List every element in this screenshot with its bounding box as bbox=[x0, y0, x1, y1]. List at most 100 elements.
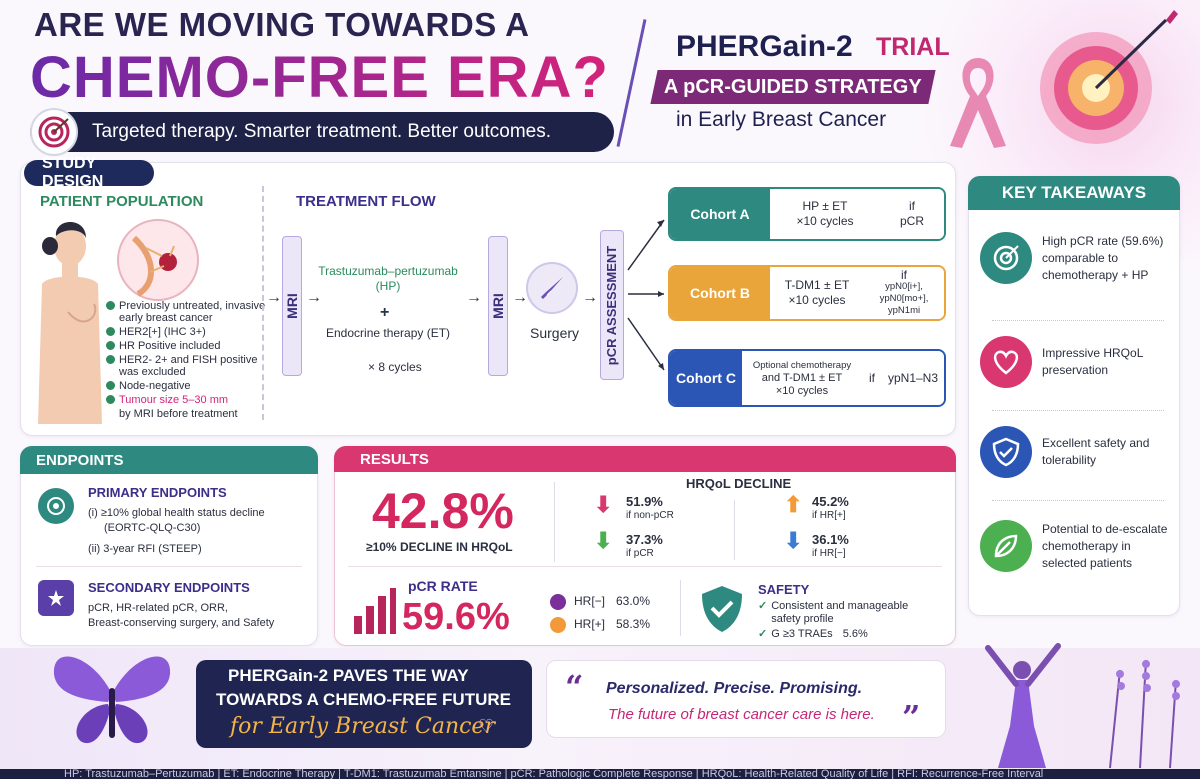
endpoints-title: ENDPOINTS bbox=[20, 446, 318, 474]
criterion-item: HER2[+] (IHC 3+) bbox=[106, 326, 266, 338]
takeaway-item: Potential to de-escalate chemotherapy in… bbox=[980, 520, 1176, 572]
mri-box-2: MRI bbox=[488, 236, 508, 376]
takeaway-item: Impressive HRQoL preservation bbox=[980, 336, 1176, 388]
pcr-rate-value: 59.6% bbox=[402, 596, 510, 638]
hr-pos-value: 45.2% bbox=[812, 494, 849, 509]
criterion-note: by MRI before treatment bbox=[119, 408, 238, 420]
hr-neg-pcr-label: HR[−] bbox=[574, 594, 606, 608]
flow-arrow: → bbox=[306, 289, 322, 306]
results-title: RESULTS bbox=[334, 446, 956, 472]
patient-population-title: PATIENT POPULATION bbox=[40, 193, 204, 210]
hr-pos-dot bbox=[550, 617, 566, 633]
shield-icon bbox=[980, 426, 1032, 478]
pcr-assessment-box: pCR ASSESSMENT bbox=[600, 230, 624, 380]
cohort-a-label: Cohort A bbox=[670, 189, 770, 239]
flower-target-icon bbox=[1040, 10, 1178, 144]
title-line-2: CHEMO-FREE ERA? bbox=[30, 45, 609, 110]
safety-shield-icon bbox=[702, 586, 742, 632]
header-divider bbox=[616, 19, 647, 147]
secondary-endpoints-2: Breast-conserving surgery, and Safety bbox=[88, 617, 275, 629]
surgery-label: Surgery bbox=[530, 325, 580, 341]
strategy-text: A pCR-GUIDED STRATEGY bbox=[664, 75, 922, 98]
paves-line-1: PHERGain-2 PAVES THE WAY bbox=[228, 666, 469, 685]
mri-box-1: MRI bbox=[282, 236, 302, 376]
hr-neg-dot bbox=[550, 594, 566, 610]
cohort-a: Cohort A HP ± ET ×10 cycles if pCR bbox=[668, 187, 946, 241]
arrow-down-green-icon: ⬇ bbox=[594, 528, 613, 553]
hr-neg-value: 36.1% bbox=[812, 532, 849, 547]
cohort-b-body: T-DM1 ± ET ×10 cycles if ypN0[i+], ypN0[mo… bbox=[770, 267, 944, 319]
et-therapy: Endocrine therapy (ET) bbox=[326, 326, 451, 340]
section-divider bbox=[262, 186, 264, 420]
title-line-1: ARE WE MOVING TOWARDS A bbox=[34, 6, 530, 43]
hrqol-decline-title: HRQoL DECLINE bbox=[686, 476, 792, 491]
flow-arrow: → bbox=[466, 289, 482, 306]
hr-pos-pcr-value: 58.3% bbox=[616, 617, 651, 631]
patient-figure-icon bbox=[38, 222, 102, 424]
paves-line-3: for Early Breast Cancer bbox=[230, 714, 495, 739]
shield-star-icon bbox=[38, 580, 74, 616]
pcr-label: if pCR bbox=[626, 548, 654, 559]
hp-therapy: Trastuzumab–pertuzumab (HP) bbox=[318, 264, 458, 293]
cohort-c: Cohort C Optional chemotherapy and T-DM1 … bbox=[668, 349, 946, 407]
trial-suffix: TRIAL bbox=[876, 33, 950, 61]
bar-chart-icon bbox=[354, 588, 396, 634]
cohort-b-label: Cohort B bbox=[670, 267, 770, 319]
primary-endpoint-1: (i) ≥10% global health status decline bbox=[88, 507, 265, 519]
quote-box bbox=[546, 660, 946, 738]
lavender-icon bbox=[1109, 659, 1180, 768]
inclusion-criteria: Previously untreated, invasive early bre… bbox=[106, 300, 266, 420]
flow-arrow: → bbox=[512, 289, 528, 306]
strategy-banner: A pCR-GUIDED STRATEGY bbox=[650, 70, 936, 104]
quote-open-icon: “ bbox=[565, 668, 584, 706]
cohort-b: Cohort B T-DM1 ± ET ×10 cycles if ypN0[i+]… bbox=[668, 265, 946, 321]
safety-title: SAFETY bbox=[758, 582, 810, 597]
check-icon: ✓ bbox=[758, 628, 768, 640]
target-icon bbox=[38, 488, 74, 524]
non-pcr-value: 51.9% bbox=[626, 494, 663, 509]
safety-item: ✓ G ≥3 TRAEs 5.6% bbox=[758, 628, 868, 640]
takeaway-item: High pCR rate (59.6%) comparable to chem… bbox=[980, 232, 1176, 284]
breast-tumour-icon bbox=[117, 219, 199, 301]
header-subtitle: in Early Breast Cancer bbox=[676, 108, 887, 131]
treatment-flow-title: TREATMENT FLOW bbox=[296, 193, 436, 210]
results-card bbox=[334, 446, 956, 646]
primary-endpoints-title: PRIMARY ENDPOINTS bbox=[88, 485, 227, 500]
target-icon bbox=[980, 232, 1032, 284]
trial-name: PHERGain-2 bbox=[676, 30, 853, 63]
criterion-item: HER2- 2+ and FISH positive was excluded bbox=[106, 354, 266, 378]
takeaway-item: Excellent safety and tolerability bbox=[980, 426, 1176, 478]
flow-arrow: → bbox=[266, 289, 282, 306]
footer-glossary: HP: Trastuzumab–Pertuzumab | ET: Endocri… bbox=[0, 769, 1200, 779]
hrqol-decline-percent: 42.8% bbox=[372, 483, 514, 539]
primary-endpoint-1-detail: (EORTC-QLQ-C30) bbox=[104, 522, 201, 534]
heart-outline-icon: ♡ bbox=[478, 716, 495, 736]
quote-line-1: Personalized. Precise. Promising. bbox=[606, 680, 863, 697]
cohort-a-body: HP ± ET ×10 cycles if pCR bbox=[770, 189, 944, 239]
takeaway-divider bbox=[992, 320, 1164, 321]
paves-line-2: TOWARDS A CHEMO-FREE FUTURE bbox=[216, 690, 511, 709]
hrqol-decline-label: ≥10% DECLINE IN HRQoL bbox=[366, 540, 513, 554]
butterfly-icon bbox=[53, 656, 171, 744]
cycle-count: × 8 cycles bbox=[368, 360, 422, 374]
arrow-down-red-icon: ⬇ bbox=[594, 492, 613, 517]
quote-line-2: The future of breast cancer care is here… bbox=[608, 706, 875, 723]
hr-pos-pcr-label: HR[+] bbox=[574, 617, 606, 631]
arrow-up-orange-icon: ⬆ bbox=[784, 492, 803, 517]
leaf-icon bbox=[980, 520, 1032, 572]
study-design-label: STUDY DESIGN bbox=[24, 155, 154, 190]
cohort-c-label: Cohort C bbox=[670, 351, 742, 405]
results-divider bbox=[680, 580, 681, 636]
hr-neg-label: if HR[−] bbox=[812, 548, 846, 559]
secondary-endpoints-title: SECONDARY ENDPOINTS bbox=[88, 580, 250, 595]
woman-silhouette-icon bbox=[985, 643, 1061, 768]
criterion-item: Tumour size 5–30 mm bbox=[106, 394, 266, 406]
scalpel-icon bbox=[526, 262, 578, 314]
arrow-down-blue-icon: ⬇ bbox=[784, 528, 803, 553]
cohort-branch-arrows bbox=[627, 219, 665, 371]
awareness-ribbon-icon bbox=[950, 58, 1006, 148]
results-divider bbox=[348, 566, 942, 567]
secondary-endpoints-1: pCR, HR-related pCR, ORR, bbox=[88, 602, 228, 614]
target-icon bbox=[30, 108, 78, 156]
pcr-value: 37.3% bbox=[626, 532, 663, 547]
